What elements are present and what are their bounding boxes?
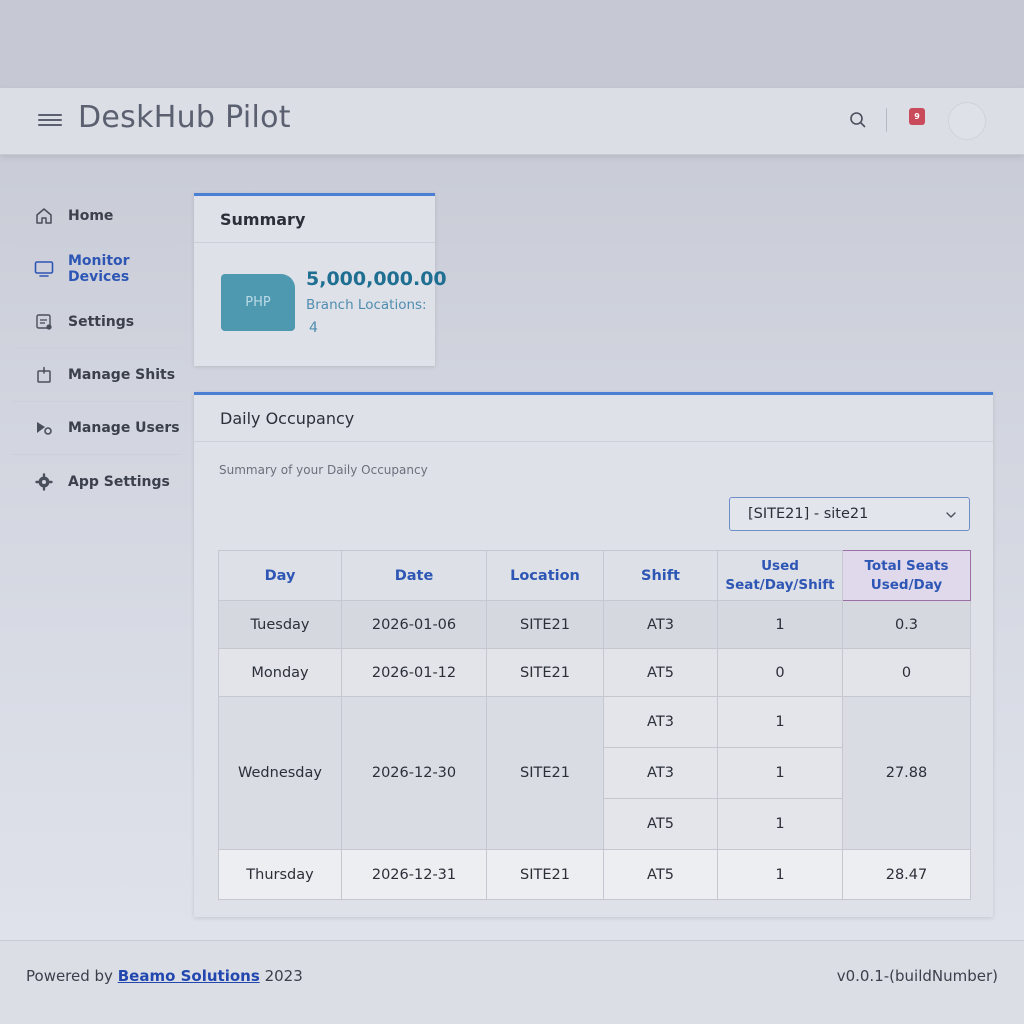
table-row: AT5 1 [219, 798, 971, 850]
footer-credit: Powered by Beamo Solutions 2023 [26, 967, 303, 985]
avatar[interactable] [948, 102, 986, 140]
chevron-down-icon [946, 512, 956, 518]
cell-location: SITE21 [486, 696, 604, 850]
cell-location: SITE21 [486, 648, 604, 697]
sidebar-item-label: Monitor Devices [68, 253, 130, 285]
app-title: DeskHub Pilot [78, 100, 291, 135]
cell-used: 1 [717, 747, 843, 799]
column-header-total-line1: Total Seats [864, 557, 949, 574]
column-header-total-line2: Used/Day [870, 576, 943, 593]
column-header-day[interactable]: Day [218, 550, 342, 601]
cell-day: Thursday [218, 849, 342, 900]
column-header-total-seats[interactable]: Total Seats Used/Day [842, 550, 971, 601]
cell-day: Wednesday [218, 696, 342, 850]
app-header: DeskHub Pilot 9 [0, 88, 1024, 155]
occupancy-title: Daily Occupancy [194, 395, 993, 442]
column-header-shift[interactable]: Shift [603, 550, 718, 601]
cell-date: 2026-01-12 [341, 648, 487, 697]
cell-total: 27.88 [842, 696, 971, 850]
gear-icon [34, 472, 54, 492]
table-row: Tuesday 2026-01-06 SITE21 AT3 1 0.3 [218, 600, 971, 649]
table-row: Wednesday 2026-12-30 SITE21 AT3 1 27.88 [218, 696, 971, 850]
occupancy-subtitle: Summary of your Daily Occupancy [219, 463, 428, 477]
sidebar-item-label: App Settings [68, 473, 170, 490]
cell-shift: AT3 [603, 600, 718, 649]
summary-title: Summary [194, 196, 435, 243]
hamburger-menu-icon[interactable] [38, 111, 62, 131]
sidebar-item-manage-users[interactable]: Manage Users [12, 402, 182, 455]
notification-badge: 9 [909, 108, 925, 125]
footer-year: 2023 [264, 967, 303, 985]
company-link[interactable]: Beamo Solutions [117, 967, 260, 985]
column-header-location[interactable]: Location [486, 550, 604, 601]
cell-shift: AT3 [603, 696, 718, 748]
sidebar-item-label: Manage Users [68, 420, 180, 436]
sidebar-item-label: Home [68, 208, 114, 224]
column-header-date[interactable]: Date [341, 550, 487, 601]
summary-amount: 5,000,000.00 [306, 268, 447, 290]
top-band [0, 0, 1024, 88]
cell-shift: AT3 [603, 747, 718, 799]
cell-location: SITE21 [486, 849, 604, 900]
currency-box: PHP [221, 274, 295, 331]
site-select[interactable]: [SITE21] - site21 [729, 497, 970, 531]
sidebar-item-label: Settings [68, 314, 135, 330]
notification-bell-icon[interactable]: 9 [906, 108, 928, 130]
sidebar: Home Monitor Devices Settings Manage Shi… [12, 190, 182, 508]
cell-date: 2026-01-06 [341, 600, 487, 649]
cell-location: SITE21 [486, 600, 604, 649]
table-row: Monday 2026-01-12 SITE21 AT5 0 0 [218, 648, 971, 697]
cell-used: 1 [717, 798, 843, 850]
occupancy-table: Day Date Location Shift Used Seat/Day/Sh… [218, 550, 971, 900]
cell-day: Tuesday [218, 600, 342, 649]
sidebar-item-app-settings[interactable]: App Settings [12, 455, 182, 508]
cell-used: 0 [717, 648, 843, 697]
cell-used: 1 [717, 849, 843, 900]
cell-total: 0.3 [842, 600, 971, 649]
table-row: Thursday 2026-12-31 SITE21 AT5 1 28.47 [218, 849, 971, 900]
column-header-used-seat[interactable]: Used Seat/Day/Shift [717, 550, 843, 601]
column-header-used-line1: Used [761, 557, 799, 574]
sidebar-item-manage-shifts[interactable]: Manage Shits [12, 349, 182, 402]
table-row: AT3 1 [219, 747, 971, 799]
cell-total: 0 [842, 648, 971, 697]
table-header-row: Day Date Location Shift Used Seat/Day/Sh… [218, 550, 971, 601]
branch-locations-label: Branch Locations: [306, 297, 427, 313]
search-icon[interactable] [848, 110, 868, 130]
cell-shift: AT5 [603, 798, 718, 850]
cell-used: 1 [717, 600, 843, 649]
sidebar-item-monitor-devices[interactable]: Monitor Devices [12, 243, 182, 296]
cell-shift: AT5 [603, 648, 718, 697]
header-divider [886, 108, 887, 132]
home-icon [34, 206, 54, 226]
sidebar-item-settings[interactable]: Settings [12, 296, 182, 349]
site-select-value: [SITE21] - site21 [748, 506, 869, 522]
monitor-icon [34, 259, 54, 279]
column-header-used-line2: Seat/Day/Shift [725, 576, 835, 593]
cell-date: 2026-12-30 [341, 696, 487, 850]
sidebar-item-label: Manage Shits [68, 367, 176, 383]
shift-icon [34, 365, 54, 385]
cell-date: 2026-12-31 [341, 849, 487, 900]
sidebar-item-home[interactable]: Home [12, 190, 182, 243]
branch-locations-count: 4 [309, 320, 318, 336]
summary-card: Summary PHP 5,000,000.00 Branch Location… [194, 193, 447, 366]
cell-day: Monday [218, 648, 342, 697]
cell-total: 28.47 [842, 849, 971, 900]
cell-shift: AT5 [603, 849, 718, 900]
footer-powered-by: Powered by [26, 967, 113, 985]
page-footer: Powered by Beamo Solutions 2023 v0.0.1-(… [0, 940, 1024, 1024]
app-version: v0.0.1-(buildNumber) [836, 967, 998, 985]
settings-icon [34, 312, 54, 332]
cell-used: 1 [717, 696, 843, 748]
daily-occupancy-card: Daily Occupancy Summary of your Daily Oc… [194, 392, 993, 917]
users-icon [34, 418, 54, 438]
